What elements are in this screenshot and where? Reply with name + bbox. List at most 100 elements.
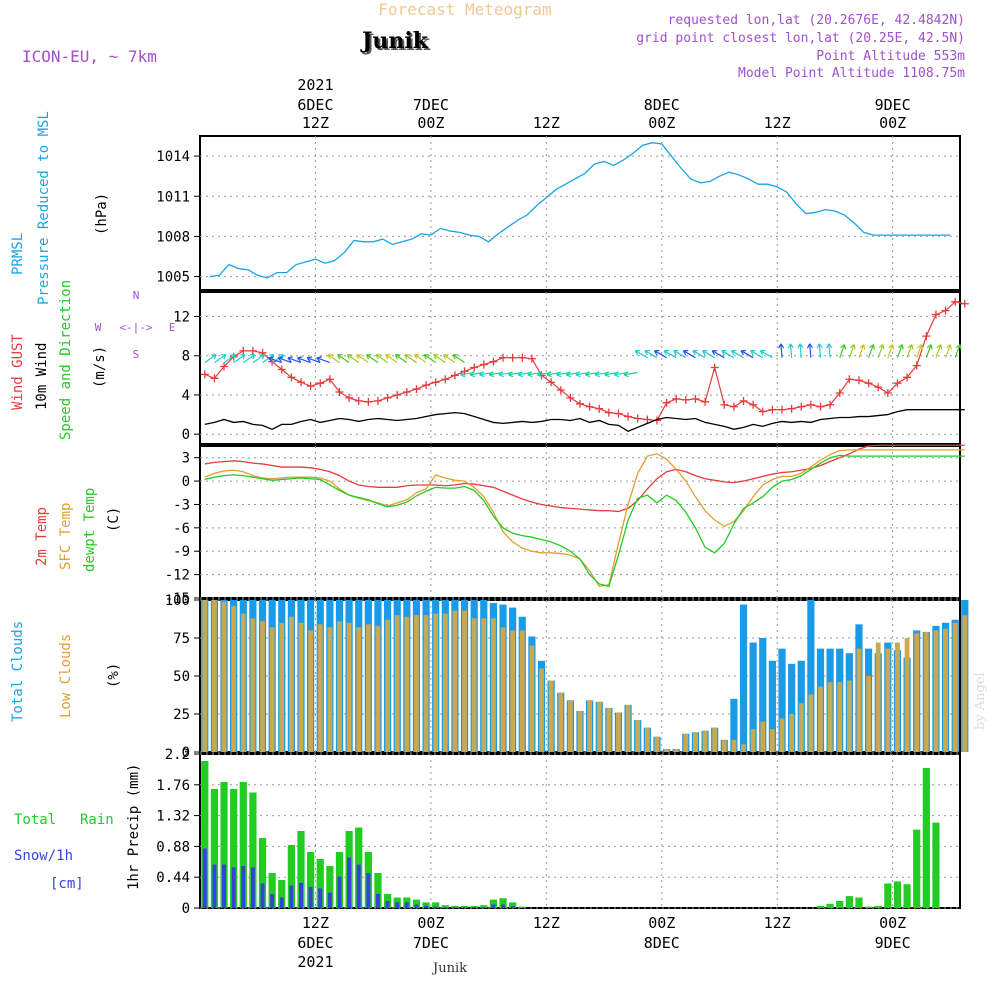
- low-cloud-bar: [356, 627, 362, 752]
- pressure-tick-label: 1005: [156, 270, 190, 286]
- snow-bar: [385, 901, 390, 908]
- rain-bar: [268, 873, 276, 908]
- wind-direction-arrow: [702, 350, 715, 359]
- low-cloud-bar: [279, 622, 285, 752]
- wind-direction-arrow: [442, 353, 456, 364]
- low-cloud-bar: [895, 642, 900, 752]
- gust-point: [345, 393, 354, 402]
- wind-direction-arrow: [268, 356, 282, 364]
- low-cloud-bar: [635, 720, 641, 752]
- low-cloud-bar: [779, 718, 785, 752]
- clouds-tick-label: 50: [173, 669, 190, 685]
- top-axis-label: 12Z: [764, 114, 791, 132]
- wind-direction-arrow: [433, 353, 446, 364]
- wind-direction-arrow: [797, 343, 804, 358]
- clouds-label1: Total Clouds: [10, 621, 26, 722]
- rain-bar: [893, 881, 902, 908]
- gust-point: [364, 397, 373, 406]
- gust-point: [210, 374, 219, 383]
- low-cloud-bar: [904, 638, 910, 752]
- rain-bar: [220, 782, 228, 908]
- compass-e: E: [169, 321, 176, 334]
- rain-bar: [258, 838, 267, 908]
- precip-tick-label: 1.76: [156, 778, 190, 794]
- low-cloud-bar: [837, 682, 843, 752]
- low-cloud-bar: [288, 616, 294, 752]
- wind-direction-arrow: [214, 353, 227, 364]
- low-cloud-bar: [856, 648, 862, 752]
- temp-tick-label: -3: [173, 497, 190, 513]
- pressure-tick-label: 1011: [156, 189, 190, 205]
- low-cloud-bar: [808, 694, 814, 752]
- rain-bar: [913, 829, 921, 908]
- precip-label-total: Total: [14, 812, 56, 828]
- location-shadow: Junik: [362, 30, 431, 56]
- wind-label3: Speed and Direction: [58, 280, 74, 440]
- wind-direction-arrow: [316, 356, 331, 364]
- gust-point: [547, 378, 556, 387]
- gust-point: [883, 389, 892, 398]
- low-cloud-bar: [933, 630, 939, 752]
- y-tick-labels: 1005 1008 1011 1014 0 4 8 12 3 0 -3 -6 -9 -12 -15 0 25 50…: [156, 149, 190, 917]
- wind-direction-arrow: [663, 350, 677, 359]
- snow-bar: [222, 864, 227, 908]
- low-cloud-bar: [260, 621, 265, 752]
- gust-point: [373, 396, 382, 405]
- gust-point: [806, 400, 815, 409]
- wind-speed-line: [204, 409, 965, 432]
- precip-tick-label: 0.44: [156, 870, 190, 886]
- low-cloud-bar: [414, 615, 419, 752]
- gust-point: [604, 408, 613, 417]
- compass-w: W: [95, 321, 102, 334]
- wind-direction-arrow: [887, 344, 895, 358]
- low-cloud-bar: [452, 610, 458, 752]
- point-altitude: Point Altitude 553m: [816, 49, 965, 64]
- low-cloud-bar: [346, 622, 352, 752]
- wind-direction-arrow: [916, 344, 924, 358]
- gust-point: [277, 365, 286, 374]
- wind-direction-arrow: [327, 353, 340, 364]
- gust-point: [797, 402, 806, 411]
- low-cloud-bar: [298, 622, 304, 752]
- wind-direction-arrow: [896, 344, 904, 358]
- gust-point: [931, 310, 940, 319]
- temp-tick-label: -12: [165, 568, 190, 584]
- clouds-tick-label: 0: [182, 745, 190, 761]
- low-cloud-bar: [269, 627, 275, 752]
- low-cloud-bar: [923, 631, 929, 752]
- low-cloud-bar: [750, 729, 756, 752]
- low-cloud-bar: [471, 618, 477, 752]
- low-cloud-bar: [818, 686, 823, 752]
- wind-tick-label: 4: [182, 388, 190, 404]
- temp-label2: SFC Temp: [58, 503, 74, 570]
- gust-point: [248, 346, 257, 355]
- wind-direction-arrow: [242, 353, 256, 364]
- compass-n: N: [133, 289, 140, 302]
- wind-direction-arrow: [877, 344, 885, 358]
- low-cloud-bar: [500, 627, 506, 752]
- low-cloud-bar: [240, 613, 246, 752]
- low-cloud-bar: [327, 627, 333, 752]
- model-label: ICON-EU, ~ 7km: [22, 47, 157, 66]
- top-axis-label: 00Z: [648, 114, 675, 132]
- bottom-axis-label: 12Z: [764, 914, 791, 932]
- wind-tick-label: 12: [173, 310, 190, 326]
- temp-tick-label: 3: [182, 451, 190, 467]
- low-cloud-bar: [721, 739, 727, 752]
- low-cloud-bar: [394, 615, 400, 752]
- top-axis-label: 12Z: [302, 114, 329, 132]
- rain-bar: [922, 768, 930, 908]
- gust-point: [576, 399, 584, 408]
- low-cloud-bar: [606, 707, 612, 752]
- gust-point: [229, 352, 238, 361]
- pressure-tick-label: 1008: [156, 229, 190, 245]
- gust-point: [941, 306, 950, 315]
- low-cloud-bar: [654, 736, 660, 752]
- gust-point: [835, 389, 844, 398]
- snow-bar: [443, 907, 448, 908]
- low-cloud-bar: [827, 682, 833, 752]
- snow-bar: [318, 888, 323, 908]
- gust-point: [739, 396, 748, 405]
- clouds-label2: Low Clouds: [58, 634, 74, 718]
- low-cloud-bar: [577, 710, 583, 752]
